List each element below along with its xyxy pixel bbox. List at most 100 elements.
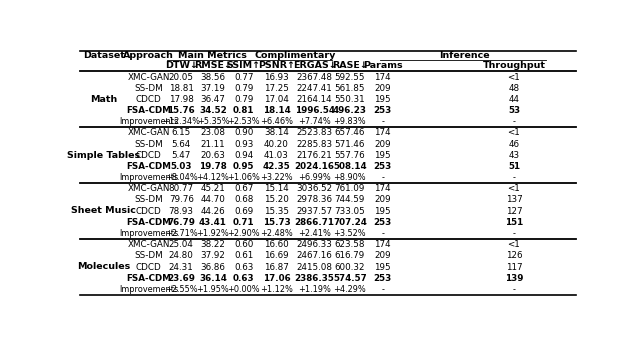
Text: 574.57: 574.57 [333, 274, 367, 283]
Text: DTW↓: DTW↓ [164, 61, 198, 70]
Text: -: - [381, 117, 384, 126]
Text: 17.98: 17.98 [169, 95, 194, 104]
Text: +1.92%: +1.92% [196, 229, 229, 238]
Text: 253: 253 [373, 106, 392, 115]
Text: -: - [513, 285, 515, 294]
Text: 48: 48 [508, 84, 520, 93]
Text: Sheet Music: Sheet Music [72, 206, 136, 215]
Text: 0.61: 0.61 [234, 251, 253, 260]
Text: 16.60: 16.60 [264, 240, 289, 249]
Text: 2415.08: 2415.08 [296, 262, 333, 271]
Text: +2.48%: +2.48% [260, 229, 292, 238]
Text: +7.74%: +7.74% [298, 117, 331, 126]
Text: 17.04: 17.04 [264, 95, 289, 104]
Text: ERGAS↓: ERGAS↓ [292, 61, 337, 70]
Text: 5.64: 5.64 [172, 140, 191, 149]
Text: XMC-GAN: XMC-GAN [127, 128, 170, 138]
Text: 2247.41: 2247.41 [297, 84, 333, 93]
Text: 36.47: 36.47 [200, 95, 225, 104]
Text: 36.86: 36.86 [200, 262, 225, 271]
Text: Inference: Inference [439, 51, 490, 60]
Text: 2523.83: 2523.83 [296, 128, 333, 138]
Text: Improvements: Improvements [119, 117, 178, 126]
Text: 2176.21: 2176.21 [297, 151, 333, 160]
Text: 43.41: 43.41 [199, 218, 227, 227]
Text: 43: 43 [508, 151, 520, 160]
Text: 2285.83: 2285.83 [296, 140, 333, 149]
Text: FSA-CDM: FSA-CDM [126, 274, 171, 283]
Text: 18.14: 18.14 [262, 106, 291, 115]
Text: <1: <1 [508, 184, 520, 193]
Text: <1: <1 [508, 73, 520, 82]
Text: 24.80: 24.80 [169, 251, 194, 260]
Text: XMC-GAN: XMC-GAN [127, 184, 170, 193]
Text: 2386.35: 2386.35 [294, 274, 335, 283]
Text: -: - [381, 285, 384, 294]
Text: 15.20: 15.20 [264, 195, 289, 204]
Text: 0.63: 0.63 [233, 274, 255, 283]
Text: +1.12%: +1.12% [260, 285, 293, 294]
Text: CDCD: CDCD [136, 207, 161, 216]
Text: +12.34%: +12.34% [162, 117, 200, 126]
Text: +1.06%: +1.06% [227, 173, 260, 182]
Text: 2024.16: 2024.16 [294, 162, 335, 171]
Text: 20.63: 20.63 [200, 151, 225, 160]
Text: 2978.36: 2978.36 [296, 195, 333, 204]
Text: 2367.48: 2367.48 [296, 73, 333, 82]
Text: 592.55: 592.55 [335, 73, 365, 82]
Text: 733.05: 733.05 [335, 207, 365, 216]
Text: +2.55%: +2.55% [165, 285, 198, 294]
Text: SS-DM: SS-DM [134, 84, 163, 93]
Text: 561.85: 561.85 [335, 84, 365, 93]
Text: 19.78: 19.78 [199, 162, 227, 171]
Text: +9.83%: +9.83% [333, 117, 366, 126]
Text: 51: 51 [508, 162, 520, 171]
Text: 44.26: 44.26 [200, 207, 225, 216]
Text: 53: 53 [508, 106, 520, 115]
Text: 0.60: 0.60 [234, 240, 253, 249]
Text: Main Metrics: Main Metrics [178, 51, 247, 60]
Text: +4.12%: +4.12% [196, 173, 229, 182]
Text: 195: 195 [374, 207, 391, 216]
Text: Improvements: Improvements [119, 229, 178, 238]
Text: 0.77: 0.77 [234, 73, 253, 82]
Text: -: - [381, 173, 384, 182]
Text: 253: 253 [373, 218, 392, 227]
Text: 44.70: 44.70 [200, 195, 225, 204]
Text: 3036.52: 3036.52 [296, 184, 333, 193]
Text: 38.22: 38.22 [200, 240, 225, 249]
Text: 34.52: 34.52 [199, 106, 227, 115]
Text: 17.06: 17.06 [262, 274, 291, 283]
Text: 0.93: 0.93 [234, 140, 253, 149]
Text: 40.20: 40.20 [264, 140, 289, 149]
Text: 37.92: 37.92 [200, 251, 225, 260]
Text: +0.00%: +0.00% [227, 285, 260, 294]
Text: Dataset: Dataset [83, 51, 125, 60]
Text: -: - [513, 173, 515, 182]
Text: 15.35: 15.35 [264, 207, 289, 216]
Text: XMC-GAN: XMC-GAN [127, 73, 170, 82]
Text: RASE↓: RASE↓ [332, 61, 368, 70]
Text: 79.76: 79.76 [169, 195, 194, 204]
Text: <1: <1 [508, 240, 520, 249]
Text: 137: 137 [506, 195, 522, 204]
Text: 557.76: 557.76 [335, 151, 365, 160]
Text: 5.03: 5.03 [170, 162, 192, 171]
Text: 209: 209 [374, 195, 391, 204]
Text: XMC-GAN: XMC-GAN [127, 240, 170, 249]
Text: 0.95: 0.95 [233, 162, 255, 171]
Text: 23.69: 23.69 [167, 274, 195, 283]
Text: FSA-CDM: FSA-CDM [126, 218, 171, 227]
Text: 15.73: 15.73 [262, 218, 291, 227]
Text: Simple Tables: Simple Tables [67, 151, 140, 160]
Text: 1996.54: 1996.54 [294, 106, 335, 115]
Text: 15.76: 15.76 [167, 106, 195, 115]
Text: 195: 195 [374, 262, 391, 271]
Text: +8.04%: +8.04% [165, 173, 198, 182]
Text: 174: 174 [374, 184, 391, 193]
Text: 571.46: 571.46 [335, 140, 365, 149]
Text: Approach: Approach [123, 51, 174, 60]
Text: 17.25: 17.25 [264, 84, 289, 93]
Text: 38.14: 38.14 [264, 128, 289, 138]
Text: 195: 195 [374, 151, 391, 160]
